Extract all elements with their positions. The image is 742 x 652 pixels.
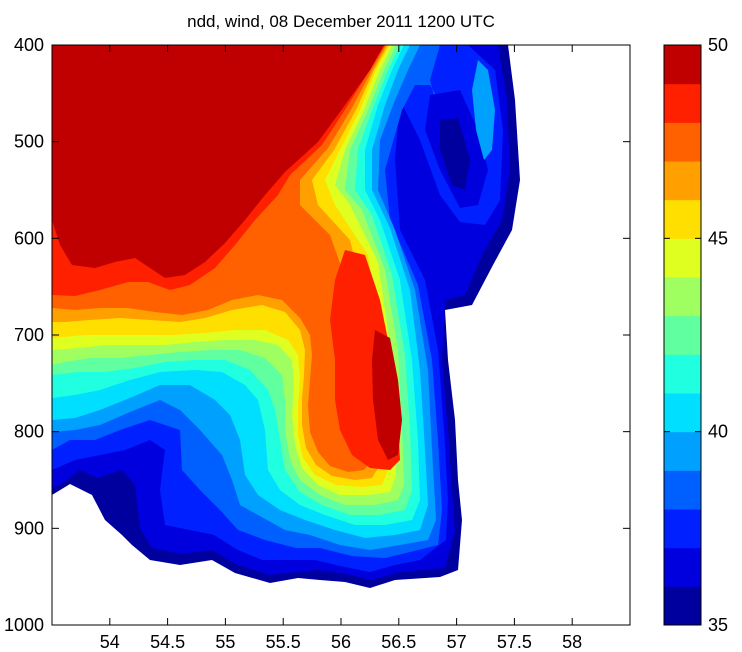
colorbar-tick-label: 35 [708,615,728,635]
y-tick-label: 800 [14,422,44,442]
contour-pocket-cyan [472,60,495,160]
colorbar-band [664,122,701,162]
x-tick-label: 57 [447,632,467,652]
colorbar-band [664,354,701,394]
colorbar-tick-label: 45 [708,228,728,248]
colorbar-ticks: 35 40 45 50 [664,35,728,635]
x-tick-label: 56.5 [381,632,416,652]
colorbar-band [664,393,701,433]
colorbar-band [664,509,701,549]
colorbar-band [664,83,701,123]
colorbar-tick-label: 50 [708,35,728,55]
x-tick-label: 54.5 [150,632,185,652]
colorbar-band [664,199,701,239]
contour-fills [52,45,520,588]
colorbar-bands [664,45,701,626]
colorbar-tick-label: 40 [708,422,728,442]
x-axis: 54 54.5 55 55.5 56 56.5 57 57.5 58 [100,45,582,652]
colorbar-band [664,45,701,85]
x-tick-label: 55 [215,632,235,652]
colorbar-band [664,547,701,587]
colorbar-band [664,315,701,355]
plot-area: 54 54.5 55 55.5 56 56.5 57 57.5 58 400 500 600 700 8… [4,35,631,652]
y-axis: 400 500 600 700 800 900 1000 [4,35,630,635]
x-tick-label: 57.5 [497,632,532,652]
colorbar-frame [663,44,702,626]
y-tick-label: 500 [14,132,44,152]
y-tick-label: 700 [14,325,44,345]
x-tick-label: 55.5 [266,632,301,652]
contour-level-50 [52,45,384,278]
y-tick-label: 600 [14,228,44,248]
y-tick-label: 400 [14,35,44,55]
x-tick-label: 58 [562,632,582,652]
contour-core-49 [372,330,402,460]
x-tick-label: 54 [100,632,120,652]
colorbar-band [664,431,701,471]
colorbar: 35 40 45 50 [663,35,728,635]
contour-pocket-lowest [440,118,470,190]
colorbar-band [664,586,701,626]
colorbar-band [664,161,701,201]
y-tick-label: 1000 [4,615,44,635]
y-tick-label: 900 [14,518,44,538]
colorbar-band [664,238,701,278]
chart-title: ndd, wind, 08 December 2011 1200 UTC [187,12,495,31]
colorbar-band [664,470,701,510]
colorbar-band [664,277,701,317]
x-tick-label: 56 [331,632,351,652]
